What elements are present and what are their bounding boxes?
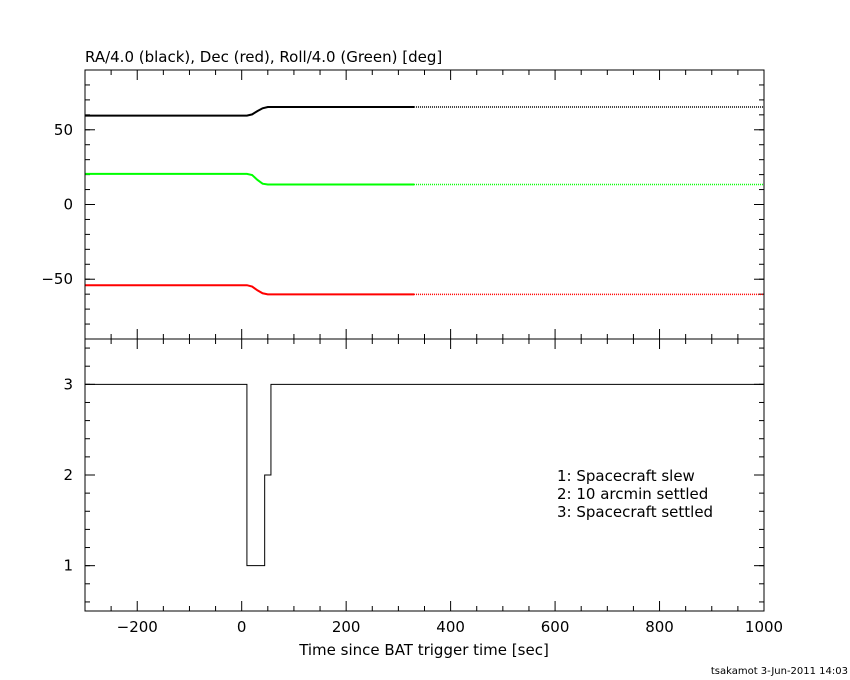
series-line-1 [85,284,415,296]
bottom-panel-frame [84,338,765,612]
y-tick-label: 50 [54,121,73,139]
top-panel-series [85,106,764,296]
series-line-2 [85,172,415,186]
x-tick-label: 600 [541,618,570,636]
x-tick-label: 1000 [745,618,783,636]
y-tick-label: 1 [63,557,73,575]
series-step-line-0 [85,383,764,567]
y-tick-label: 2 [63,466,73,484]
x-tick-label: −200 [117,618,158,636]
legend-item-10arcmin: 2: 10 arcmin settled [557,485,708,503]
legend: 1: Spacecraft slew 2: 10 arcmin settled … [557,467,713,521]
x-tick-label: 0 [237,618,247,636]
x-tick-label: 200 [332,618,361,636]
y-tick-label: 0 [63,196,73,214]
x-axis-label: Time since BAT trigger time [sec] [298,641,549,659]
top-panel: RA/4.0 (black), Dec (red), Roll/4.0 (Gre… [41,48,765,340]
top-panel-ticks: −50 0 50 [41,69,765,340]
series-line-0 [85,106,415,117]
bottom-panel: 1 2 3 −200 0 200 400 600 800 1000 1: Spacecraft s… [63,338,783,659]
x-tick-label: 800 [645,618,674,636]
bottom-panel-series [85,383,764,567]
top-panel-frame [84,69,765,340]
x-tick-label: 400 [436,618,465,636]
legend-item-slew: 1: Spacecraft slew [557,467,695,485]
y-tick-label: 3 [63,375,73,393]
legend-item-settled: 3: Spacecraft settled [557,503,713,521]
y-tick-label: −50 [41,270,73,288]
bottom-panel-ticks: 1 2 3 −200 0 200 400 600 800 1000 [63,339,783,636]
top-panel-title: RA/4.0 (black), Dec (red), Roll/4.0 (Gre… [85,48,442,66]
footer-timestamp: tsakamot 3-Jun-2011 14:03 [711,666,848,677]
